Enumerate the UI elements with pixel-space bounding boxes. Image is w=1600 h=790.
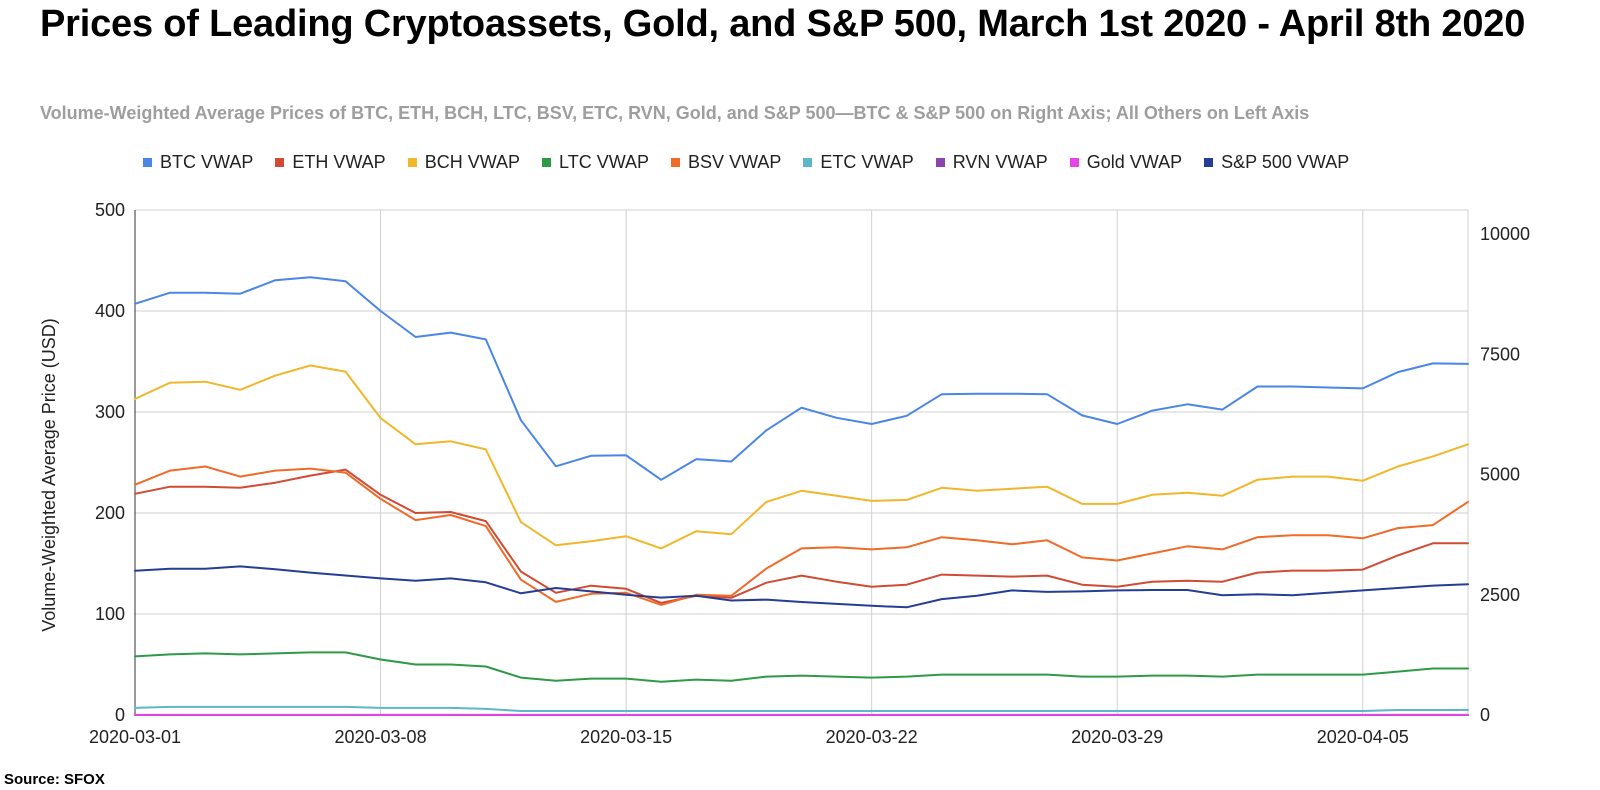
legend-item: BSV VWAP xyxy=(671,152,781,173)
legend-label: S&P 500 VWAP xyxy=(1221,152,1350,172)
legend-swatch xyxy=(935,158,945,167)
chart-subtitle: Volume-Weighted Average Prices of BTC, E… xyxy=(40,103,1310,123)
source-note: Source: SFOX xyxy=(4,771,105,788)
x-tick-label: 2020-03-22 xyxy=(826,727,918,747)
legend-item: BCH VWAP xyxy=(407,152,521,173)
x-tick-label: 2020-04-05 xyxy=(1317,727,1409,747)
legend-item: BTC VWAP xyxy=(143,152,253,173)
legend-swatch xyxy=(407,158,417,167)
legend-label: BTC VWAP xyxy=(160,152,254,172)
y-left-tick-label: 500 xyxy=(95,200,125,220)
series-line-s-p-500-vwap xyxy=(134,565,1469,609)
legend-label: BCH VWAP xyxy=(424,152,521,172)
legend-item: Gold VWAP xyxy=(1069,152,1183,173)
legend-label: Gold VWAP xyxy=(1086,152,1183,172)
legend-item: ETC VWAP xyxy=(803,152,914,173)
legend-swatch xyxy=(275,158,285,167)
x-tick-label: 2020-03-01 xyxy=(89,727,181,747)
legend-label: ETC VWAP xyxy=(820,152,914,172)
series-line-ltc-vwap xyxy=(134,651,1469,683)
y-left-tick-label: 100 xyxy=(95,604,125,624)
y-right-tick-label: 5000 xyxy=(1480,465,1520,485)
legend-swatch xyxy=(1204,158,1214,167)
y-axis-label: Volume-Weighted Average Price (USD) xyxy=(39,318,59,631)
legend-item: LTC VWAP xyxy=(542,152,649,173)
chart-title: Prices of Leading Cryptoassets, Gold, an… xyxy=(40,3,1526,45)
series-line-bch-vwap xyxy=(134,364,1469,550)
legend-swatch xyxy=(542,158,552,167)
y-right-tick-label: 0 xyxy=(1480,705,1490,725)
y-left-tick-label: 400 xyxy=(95,301,125,321)
series-line-etc-vwap xyxy=(134,705,1469,712)
y-left-tick-label: 200 xyxy=(95,503,125,523)
legend-swatch xyxy=(671,158,681,167)
series-layer xyxy=(134,276,1469,716)
legend-item: ETH VWAP xyxy=(275,152,386,173)
legend-item: S&P 500 VWAP xyxy=(1204,152,1349,173)
legend-label: ETH VWAP xyxy=(292,152,386,172)
y-right-tick-label: 10000 xyxy=(1480,224,1530,244)
y-left-tick-label: 0 xyxy=(115,705,125,725)
x-tick-label: 2020-03-29 xyxy=(1071,727,1163,747)
y-right-tick-label: 7500 xyxy=(1480,344,1520,364)
x-tick-label: 2020-03-08 xyxy=(335,727,427,747)
series-line-eth-vwap xyxy=(134,468,1469,604)
chart-legend: BTC VWAP ETH VWAP BCH VWAP LTC VWAP BSV VWAP… xyxy=(143,152,1371,173)
legend-swatch xyxy=(1069,158,1079,167)
y-right-tick-label: 2500 xyxy=(1480,585,1520,605)
series-line-btc-vwap xyxy=(134,276,1469,481)
legend-swatch xyxy=(143,158,152,167)
legend-label: RVN VWAP xyxy=(952,152,1048,172)
legend-label: LTC VWAP xyxy=(559,152,650,172)
legend-label: BSV VWAP xyxy=(688,152,782,172)
legend-item: RVN VWAP xyxy=(935,152,1048,173)
legend-swatch xyxy=(803,158,813,167)
chart-axes: 01002003004005000250050007500100002020-0… xyxy=(89,200,1530,747)
series-line-bsv-vwap xyxy=(134,465,1469,606)
y-left-tick-label: 300 xyxy=(95,402,125,422)
x-tick-label: 2020-03-15 xyxy=(580,727,672,747)
chart-grid xyxy=(134,209,1469,716)
